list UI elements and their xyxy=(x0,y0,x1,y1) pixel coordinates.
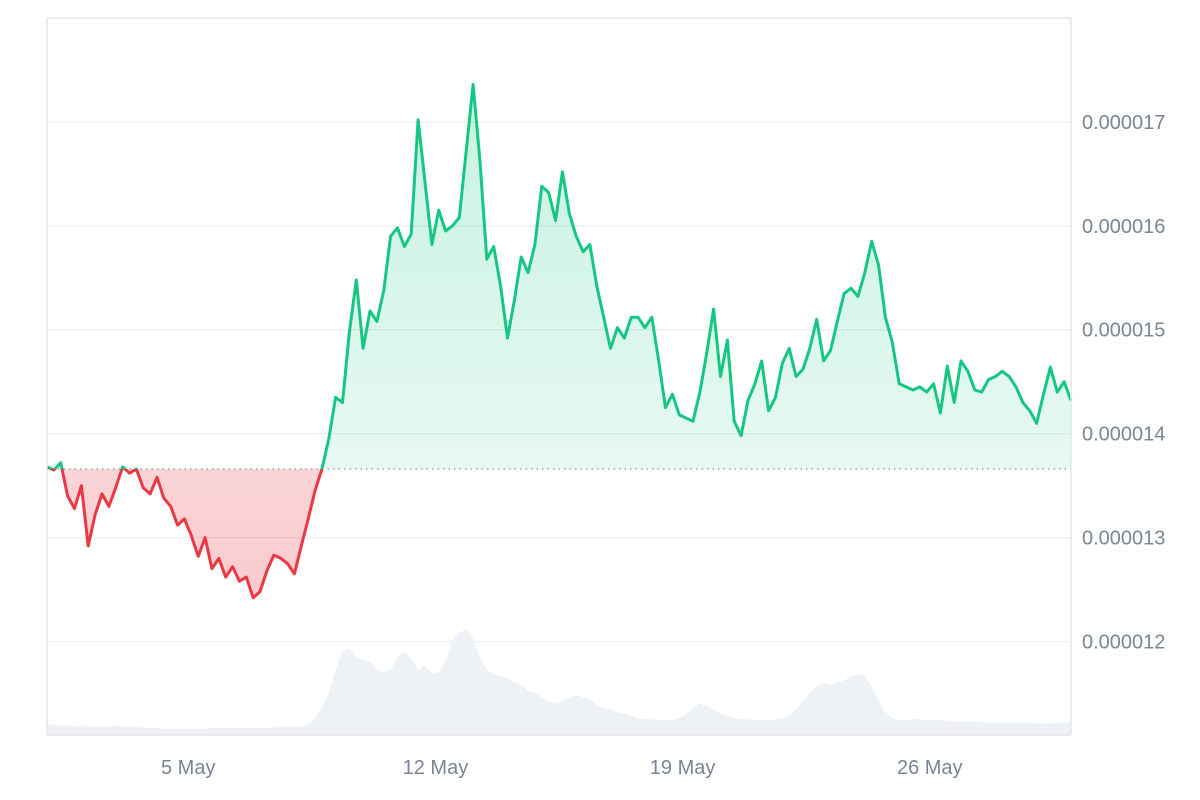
x-tick-label: 19 May xyxy=(650,757,716,779)
price-line-down xyxy=(47,468,324,600)
price-area-down xyxy=(47,468,1071,598)
x-tick-label: 12 May xyxy=(403,757,469,779)
y-tick-label: 0.000017 xyxy=(1082,112,1165,134)
line-layer xyxy=(46,83,1073,600)
y-tick-label: 0.000016 xyxy=(1082,216,1165,238)
price-area-up xyxy=(47,84,1071,469)
y-tick-label: 0.000012 xyxy=(1082,631,1165,653)
y-axis-ticks: 0.000012 0.000013 0.000014 0.000015 0.000016… xyxy=(1082,112,1165,654)
price-line-up xyxy=(46,83,1073,469)
volume-layer xyxy=(47,630,1071,735)
x-axis-ticks: 5 May 12 May 19 May 26 May xyxy=(161,757,963,779)
y-tick-label: 0.000013 xyxy=(1082,528,1165,550)
x-tick-label: 26 May xyxy=(897,757,963,779)
volume-area xyxy=(47,630,1071,735)
y-tick-label: 0.000014 xyxy=(1082,424,1165,446)
y-tick-label: 0.000015 xyxy=(1082,320,1165,342)
area-layer xyxy=(47,84,1071,598)
frame-layer xyxy=(46,17,1072,736)
x-tick-label: 5 May xyxy=(161,757,215,779)
